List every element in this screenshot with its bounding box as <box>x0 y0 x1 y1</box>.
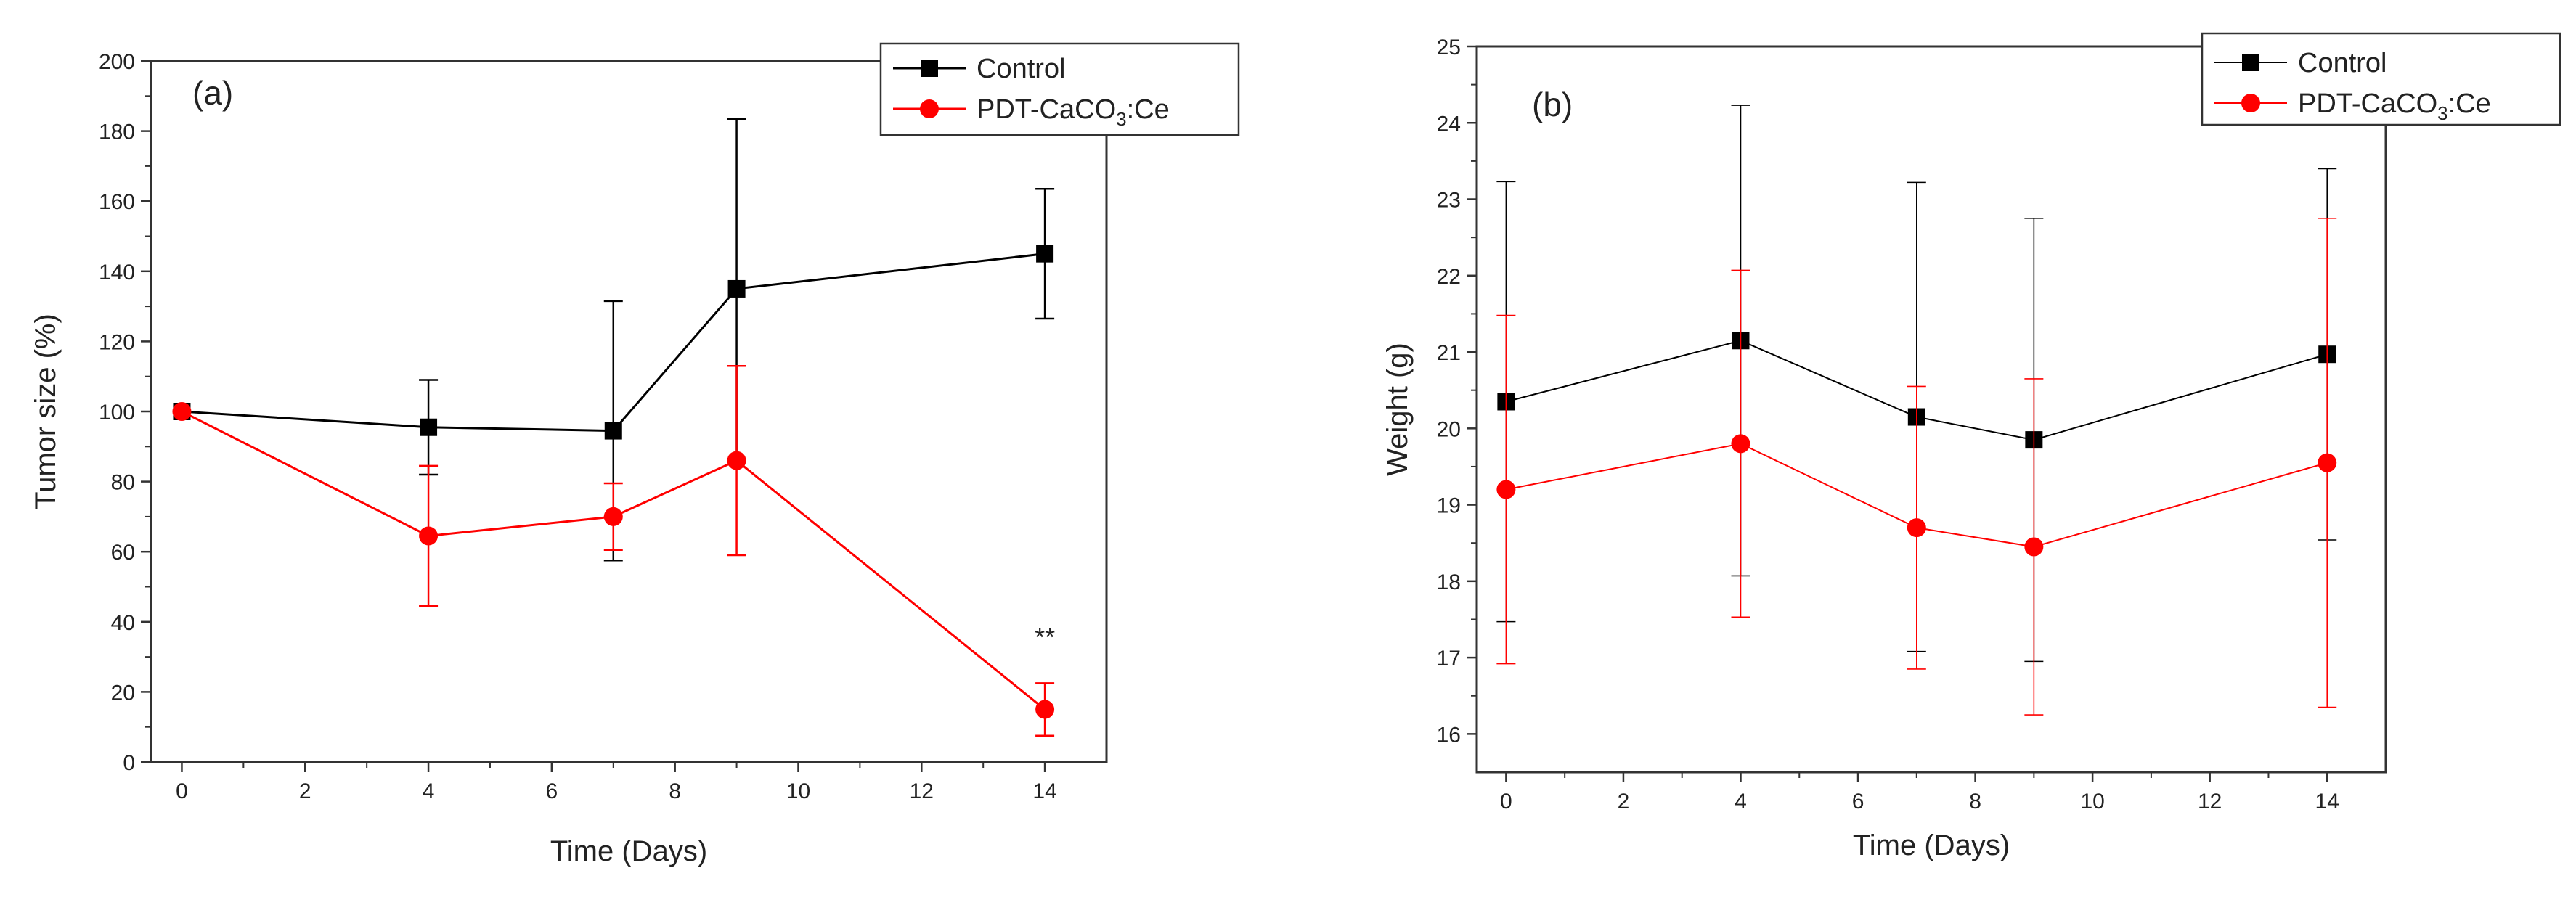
legend-entry-pdt: PDT-CaCO3:Ce <box>2214 89 2491 124</box>
y-tick-label: 18 <box>1437 570 1461 594</box>
data-point <box>603 507 623 526</box>
y-tick-label: 24 <box>1437 112 1461 136</box>
y-tick-label: 120 <box>99 330 135 354</box>
y-tick-label: 23 <box>1437 189 1461 213</box>
y-tick-label: 19 <box>1437 494 1461 518</box>
legend-entry-pdt: PDT-CaCO3:Ce <box>893 94 1170 130</box>
legend-marker-circle <box>2241 94 2260 112</box>
x-tick-label: 14 <box>2315 790 2339 814</box>
y-tick-label: 60 <box>111 541 135 565</box>
y-tick-label: 16 <box>1437 723 1461 747</box>
legend-label-pdt: PDT-CaCO3:Ce <box>2298 89 2491 124</box>
x-tick-label: 12 <box>910 779 934 803</box>
y-tick-label: 180 <box>99 120 135 144</box>
x-tick-label: 6 <box>546 779 558 803</box>
y-tick-label: 200 <box>99 50 135 74</box>
data-point <box>604 422 622 440</box>
data-point <box>1907 518 1926 538</box>
x-tick-label: 14 <box>1032 779 1056 803</box>
series-circle <box>1496 218 2337 716</box>
data-point <box>727 279 746 298</box>
y-tick-label: 25 <box>1437 36 1461 60</box>
data-point <box>419 526 439 546</box>
series-circle <box>172 364 1055 737</box>
x-axis-title: Time (Days) <box>1853 830 2010 861</box>
y-tick-label: 21 <box>1437 341 1461 365</box>
x-tick-label: 12 <box>2198 790 2222 814</box>
x-tick-label: 8 <box>1969 790 1981 814</box>
data-point <box>172 402 192 421</box>
y-tick-label: 40 <box>111 611 135 635</box>
legend-label-control: Control <box>2298 48 2387 78</box>
data-point <box>727 451 746 470</box>
x-tick-label: 8 <box>669 779 681 803</box>
x-tick-label: 10 <box>786 779 810 803</box>
y-tick-label: 22 <box>1437 265 1461 289</box>
y-tick-label: 20 <box>1437 417 1461 441</box>
data-point <box>1731 434 1750 454</box>
legend-marker-square <box>2242 54 2259 71</box>
panel-label: (a) <box>192 74 233 112</box>
x-tick-label: 4 <box>1735 790 1747 814</box>
significance-annotation: ** <box>1035 623 1055 652</box>
data-point <box>2024 537 2044 557</box>
x-tick-label: 2 <box>299 779 311 803</box>
panel-label: (b) <box>1532 86 1573 123</box>
legend-marker-circle <box>920 99 939 118</box>
y-tick-label: 0 <box>123 751 135 775</box>
plot-area-frame <box>1475 45 2387 774</box>
x-tick-label: 2 <box>1618 790 1630 814</box>
y-tick-label: 160 <box>99 190 135 214</box>
x-axis-title: Time (Days) <box>550 835 707 867</box>
legend-label-control: Control <box>977 54 1066 84</box>
legend: Control PDT-CaCO3:Ce <box>2201 32 2561 126</box>
x-tick-label: 0 <box>176 779 188 803</box>
legend-box <box>2201 32 2561 126</box>
legend-marker-square <box>921 60 938 77</box>
legend-entry-control: Control <box>2214 48 2387 78</box>
data-point <box>1035 700 1055 719</box>
y-tick-label: 80 <box>111 471 135 495</box>
series-layer: ** <box>172 118 1055 737</box>
legend: Control PDT-CaCO3:Ce <box>879 42 1240 136</box>
y-tick-label: 20 <box>111 681 135 705</box>
x-tick-label: 6 <box>1852 790 1864 814</box>
x-tick-label: 0 <box>1500 790 1512 814</box>
x-tick-label: 4 <box>423 779 435 803</box>
legend-label-pdt: PDT-CaCO3:Ce <box>977 94 1170 130</box>
data-point <box>2318 453 2337 472</box>
series-layer <box>1496 105 2337 716</box>
y-tick-label: 140 <box>99 261 135 284</box>
legend-box <box>879 42 1240 136</box>
x-tick-label: 10 <box>2080 790 2104 814</box>
data-point <box>1496 480 1516 499</box>
y-axis-title: Weight (g) <box>1382 343 1414 476</box>
legend-entry-control: Control <box>893 54 1066 84</box>
y-axis-title: Tumor size (%) <box>30 314 62 509</box>
y-tick-label: 100 <box>99 401 135 425</box>
y-tick-label: 17 <box>1437 647 1461 671</box>
data-point <box>1036 245 1054 263</box>
data-point <box>420 418 438 436</box>
